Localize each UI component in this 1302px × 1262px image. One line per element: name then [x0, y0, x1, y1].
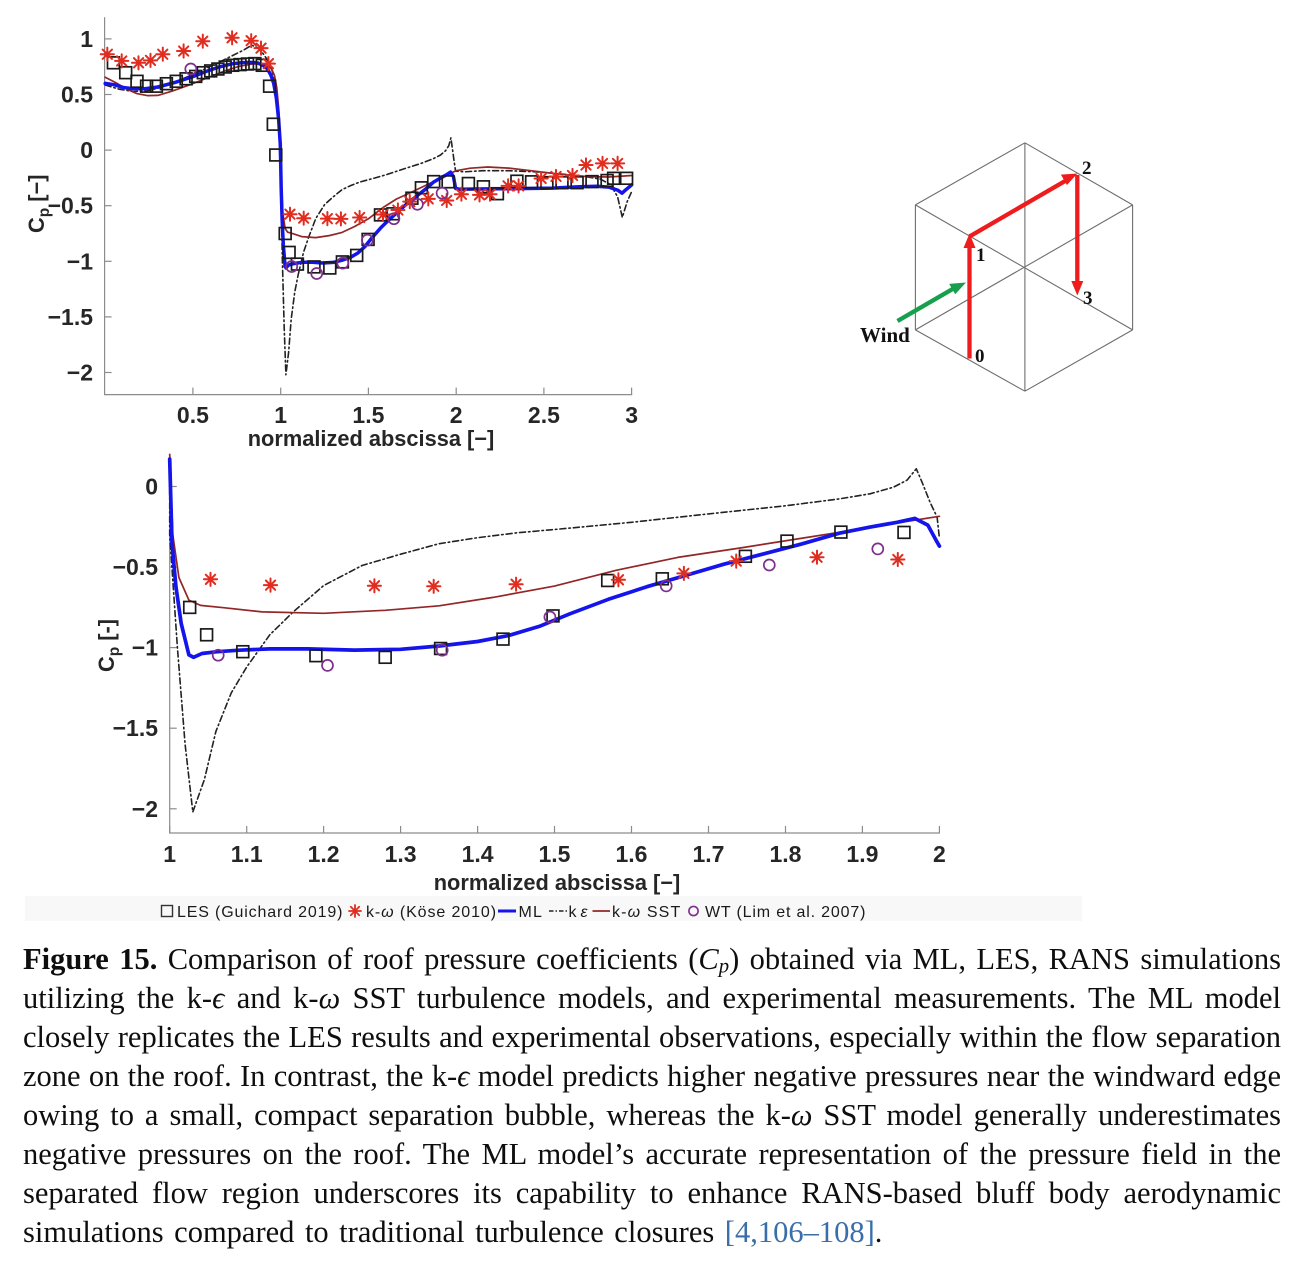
- svg-text:2: 2: [1082, 158, 1092, 179]
- svg-text:ML: ML: [519, 904, 544, 921]
- svg-text:0: 0: [80, 137, 93, 163]
- svg-text:1.5: 1.5: [352, 402, 384, 428]
- svg-text:−1.5: −1.5: [48, 304, 94, 330]
- svg-text:−2: −2: [67, 360, 93, 386]
- svg-text:normalized abscissa [−]: normalized abscissa [−]: [434, 870, 681, 895]
- svg-text:3: 3: [1083, 288, 1093, 309]
- svg-text:0: 0: [975, 346, 985, 367]
- svg-text:2: 2: [933, 841, 946, 867]
- svg-text:−1.5: −1.5: [113, 715, 159, 741]
- svg-text:−0.5: −0.5: [113, 554, 159, 580]
- svg-text:1.5: 1.5: [539, 841, 571, 867]
- svg-text:Cp [−]: Cp [−]: [24, 174, 53, 233]
- svg-text:1.8: 1.8: [770, 841, 802, 867]
- svg-text:1.3: 1.3: [385, 841, 417, 867]
- svg-text:1.9: 1.9: [846, 841, 878, 867]
- svg-text:3: 3: [625, 402, 638, 428]
- svg-text:normalized abscissa [−]: normalized abscissa [−]: [248, 426, 495, 451]
- svg-text:1.1: 1.1: [231, 841, 263, 867]
- svg-text:Wind: Wind: [860, 323, 910, 347]
- svg-text:0.5: 0.5: [61, 82, 93, 108]
- svg-text:−0.5: −0.5: [48, 193, 94, 219]
- svg-text:1.2: 1.2: [308, 841, 340, 867]
- svg-text:k-ω (Köse 2010): k-ω (Köse 2010): [366, 904, 497, 921]
- svg-text:2.5: 2.5: [528, 402, 560, 428]
- svg-text:ε: ε: [581, 904, 589, 921]
- svg-text:1.4: 1.4: [462, 841, 494, 867]
- svg-text:1.6: 1.6: [616, 841, 648, 867]
- svg-text:1: 1: [976, 245, 986, 266]
- svg-text:1: 1: [80, 26, 93, 52]
- svg-text:WT (Lim et al. 2007): WT (Lim et al. 2007): [705, 904, 866, 921]
- svg-text:−1: −1: [67, 248, 93, 274]
- svg-text:k-ω SST: k-ω SST: [612, 904, 681, 921]
- svg-text:k: k: [569, 904, 578, 921]
- svg-text:0: 0: [145, 474, 158, 500]
- svg-text:1: 1: [274, 402, 287, 428]
- svg-text:−1: −1: [132, 635, 158, 661]
- svg-text:1: 1: [163, 841, 176, 867]
- svg-text:0.5: 0.5: [177, 402, 209, 428]
- svg-text:LES (Guichard 2019): LES (Guichard 2019): [177, 904, 343, 921]
- svg-text:1.7: 1.7: [693, 841, 725, 867]
- svg-text:Cp [-]: Cp [-]: [94, 619, 123, 672]
- svg-text:2: 2: [450, 402, 463, 428]
- svg-text:−2: −2: [132, 796, 158, 822]
